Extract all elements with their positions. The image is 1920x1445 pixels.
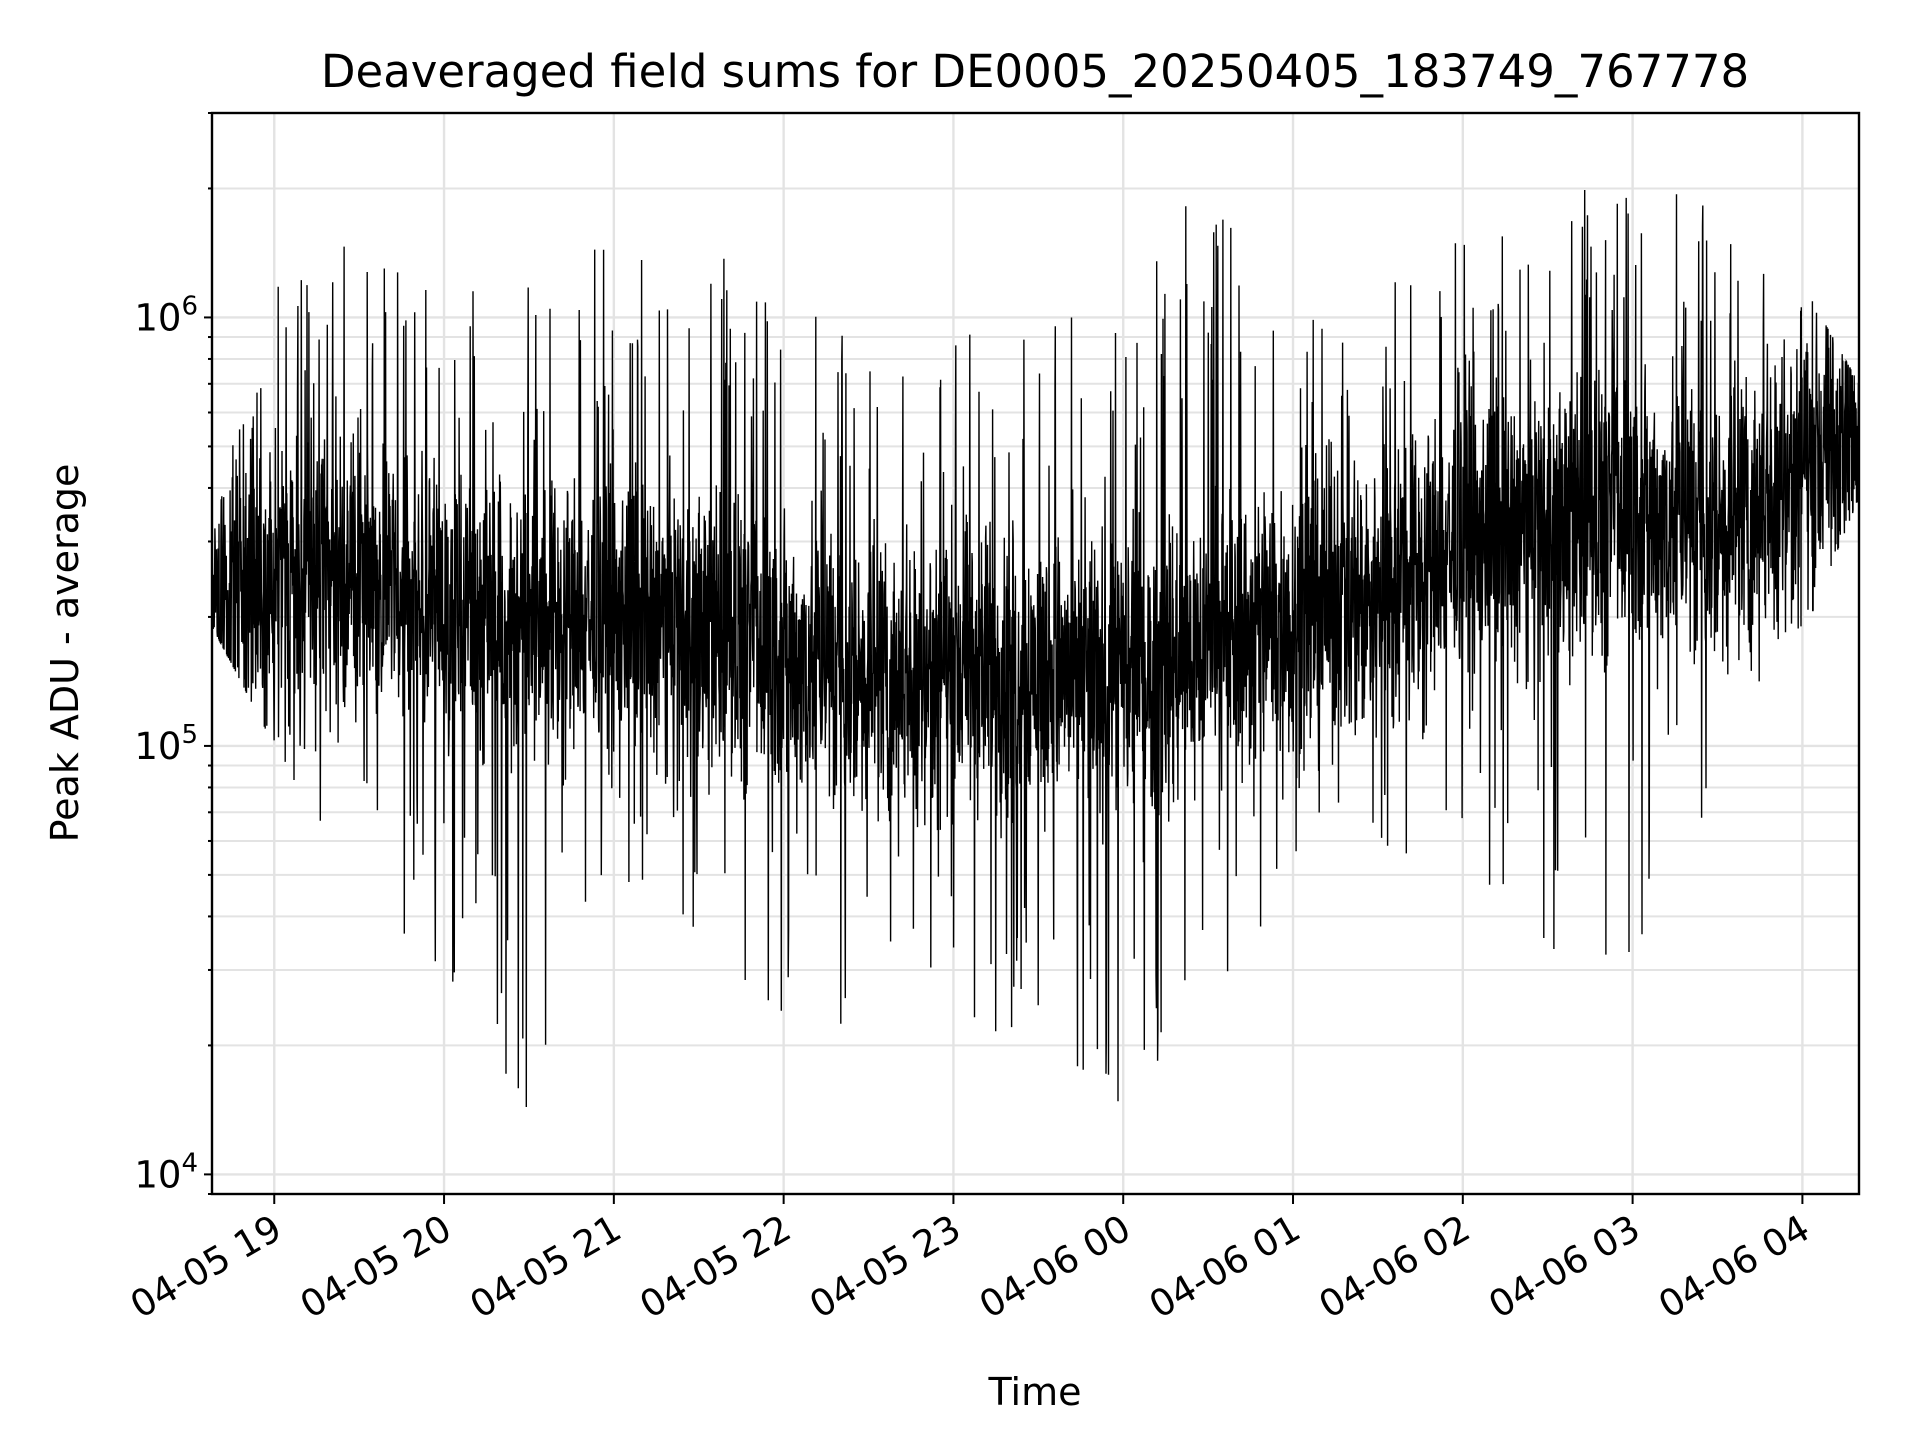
x-tick-label: 04-06 01: [1142, 1207, 1308, 1327]
y-tick-label: 106: [134, 291, 198, 339]
x-tick-label: 04-06 00: [972, 1207, 1138, 1327]
y-tick-label: 105: [134, 720, 198, 768]
x-tick-label: 04-05 19: [123, 1207, 289, 1327]
x-tick-label: 04-06 02: [1312, 1207, 1478, 1327]
series-line: [211, 189, 1860, 1108]
series-layer: [211, 189, 1860, 1108]
x-tick-label: 04-05 23: [802, 1207, 968, 1327]
x-tick-label: 04-05 21: [463, 1207, 629, 1327]
y-axis-label: Peak ADU - average: [43, 464, 87, 843]
x-tick-label: 04-05 20: [293, 1207, 459, 1327]
x-tick-label: 04-06 03: [1482, 1207, 1648, 1327]
y-tick-label: 104: [134, 1148, 198, 1196]
x-axis: 04-05 19 04-05 20 04-05 21 04-05 22 04-05 23…: [123, 1194, 1817, 1327]
x-axis-label: Time: [988, 1370, 1082, 1414]
x-tick-label: 04-05 22: [633, 1207, 799, 1327]
y-axis: 104 105 106: [134, 112, 212, 1196]
chart-title: Deaveraged field sums for DE0005_2025040…: [321, 45, 1749, 98]
x-tick-label: 04-06 04: [1651, 1207, 1817, 1327]
plot-frame: [210, 111, 1861, 1196]
